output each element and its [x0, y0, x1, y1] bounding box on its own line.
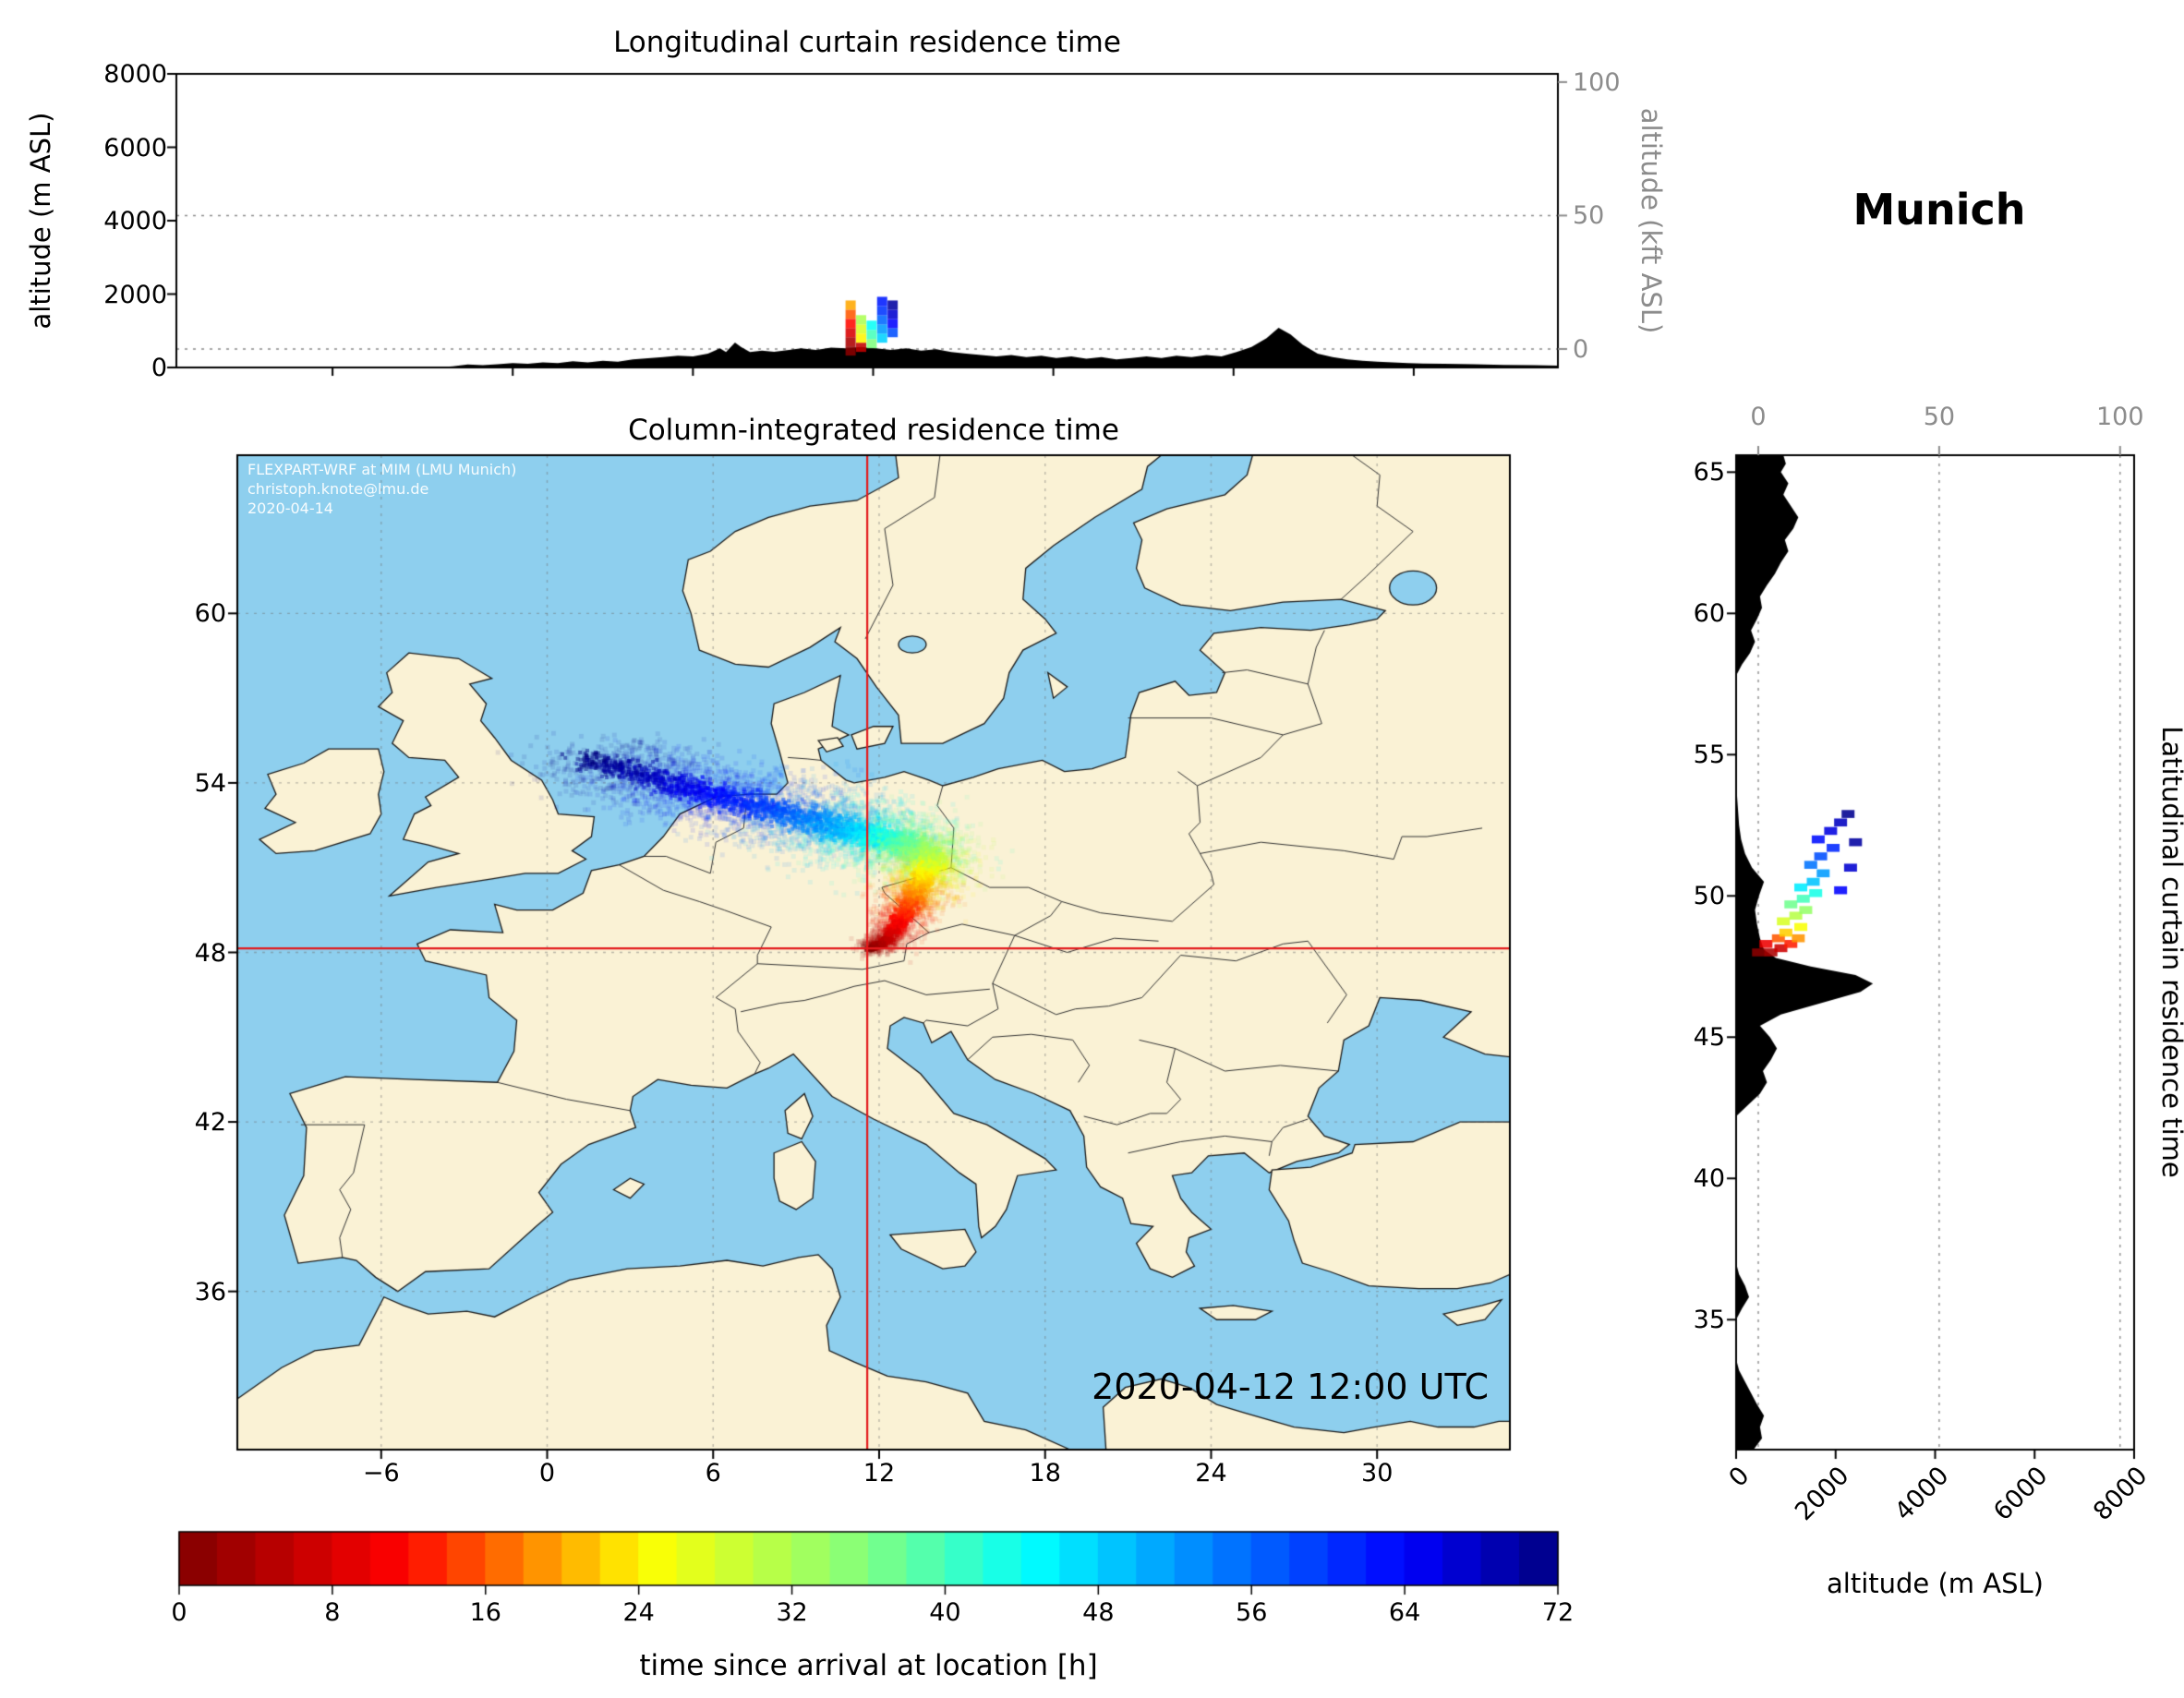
map-y-tick-label: 48: [194, 938, 226, 968]
map-y-tick-label: 36: [194, 1277, 226, 1307]
colorbar-tick-label: 64: [1388, 1598, 1421, 1627]
top-right-tick-label: 50: [1573, 201, 1605, 231]
latitudinal-panel-title: Latitudinal curtain residence time: [2156, 726, 2184, 1178]
map-x-tick-label: 6: [705, 1459, 721, 1487]
map-y-tick-label: 42: [194, 1108, 226, 1138]
map-x-tick-label: 0: [538, 1459, 556, 1487]
lat-panel-bottom-axis-label: altitude (m ASL): [1827, 1568, 2044, 1599]
attribution-block: FLEXPART-WRF at MIM (LMU Munich) christo…: [247, 460, 516, 518]
lat-y-tick-label: 60: [1693, 599, 1725, 629]
colorbar-tick-label: 8: [324, 1598, 341, 1627]
top-left-tick-label: 2000: [103, 280, 167, 309]
map-x-tick-label: 18: [1029, 1459, 1061, 1487]
top-left-tick-label: 0: [151, 354, 167, 382]
lat-y-tick-label: 65: [1693, 458, 1725, 488]
colorbar-tick-label: 16: [469, 1598, 501, 1627]
lat-top-tick-label: 0: [1750, 403, 1767, 431]
map-x-tick-label: 12: [863, 1459, 896, 1487]
lat-y-tick-label: 40: [1693, 1164, 1725, 1194]
colorbar-label: time since arrival at location [h]: [639, 1649, 1098, 1682]
top-left-tick-label: 4000: [103, 207, 167, 235]
lat-y-tick-label: 35: [1693, 1306, 1725, 1335]
colorbar-tick-label: 32: [776, 1598, 808, 1627]
colorbar-tick-label: 0: [171, 1598, 187, 1627]
top-right-tick-label: 100: [1573, 67, 1621, 97]
map-x-tick-label: 24: [1195, 1459, 1227, 1487]
attribution-line-2: christoph.knote@lmu.de: [247, 480, 429, 498]
lat-top-tick-label: 100: [2096, 403, 2144, 431]
top-left-tick-label: 8000: [103, 60, 167, 89]
map-x-tick-label: 30: [1361, 1459, 1394, 1487]
map-y-tick-label: 54: [194, 768, 226, 798]
top-right-axis-label: altitude (kft ASL): [1635, 107, 1667, 334]
map-x-tick-label: −6: [362, 1459, 400, 1487]
colorbar-tick-label: 48: [1082, 1598, 1115, 1627]
colorbar-tick-label: 56: [1236, 1598, 1268, 1627]
colorbar-tick-label: 24: [622, 1598, 655, 1627]
colorbar-tick-label: 72: [1541, 1598, 1575, 1627]
lat-top-tick-label: 50: [1923, 403, 1956, 431]
lat-y-tick-label: 45: [1693, 1023, 1725, 1053]
top-right-tick-label: 0: [1573, 334, 1589, 364]
top-left-tick-label: 6000: [103, 133, 167, 163]
location-title: Munich: [1852, 185, 2026, 235]
lat-y-tick-label: 50: [1693, 882, 1725, 911]
valid-time-label: 2020-04-12 12:00 UTC: [1092, 1367, 1489, 1407]
map-panel-title: Column-integrated residence time: [628, 414, 1119, 447]
colorbar-tick-label: 40: [929, 1598, 961, 1627]
attribution-line-3: 2020-04-14: [247, 500, 333, 517]
map-y-tick-label: 60: [194, 599, 226, 629]
attribution-line-1: FLEXPART-WRF at MIM (LMU Munich): [247, 461, 517, 478]
lat-y-tick-label: 55: [1693, 741, 1725, 770]
longitudinal-panel-title: Longitudinal curtain residence time: [613, 26, 1121, 59]
